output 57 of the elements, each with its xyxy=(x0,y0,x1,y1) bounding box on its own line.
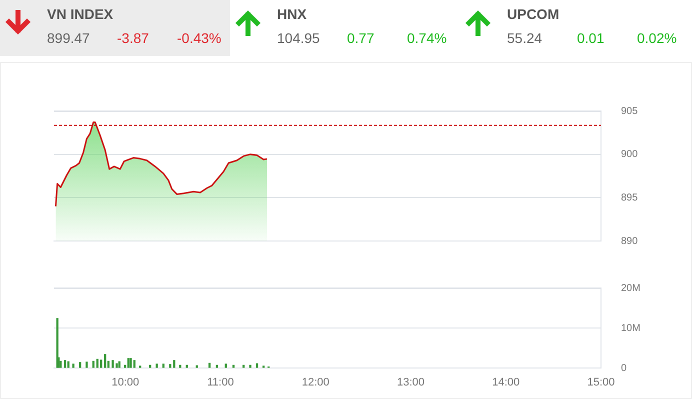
bar xyxy=(56,318,58,368)
bar xyxy=(96,358,98,368)
x-tick-label: 15:00 xyxy=(587,376,615,389)
x-tick-label: 12:00 xyxy=(302,376,330,389)
bar xyxy=(72,364,74,368)
bar xyxy=(104,354,106,368)
bar xyxy=(149,364,152,368)
bar xyxy=(64,360,66,368)
text: UPCOM xyxy=(507,6,560,22)
bar xyxy=(162,364,164,368)
bar xyxy=(118,361,120,368)
text: 0.74% xyxy=(407,30,447,46)
bar xyxy=(100,360,102,368)
y-tick-label: 890 xyxy=(621,236,638,247)
bar xyxy=(133,360,136,368)
y-tick-label: 895 xyxy=(621,192,638,204)
x-tick-label: 14:00 xyxy=(492,376,520,389)
bar xyxy=(242,364,245,368)
bar xyxy=(92,360,94,368)
text: 899.47 xyxy=(47,30,90,46)
bar xyxy=(127,358,130,368)
x-tick-label: 13:00 xyxy=(396,376,425,389)
y-tick-label: 0 xyxy=(621,362,627,374)
bar xyxy=(249,364,252,368)
bar xyxy=(179,364,182,368)
y-tick-label: 900 xyxy=(621,149,638,160)
text: -3.87 xyxy=(117,30,149,46)
y-tick-label: 20M xyxy=(621,282,640,294)
text: VN INDEX xyxy=(47,6,114,22)
bar xyxy=(130,358,132,368)
bar xyxy=(169,364,172,368)
bar xyxy=(173,360,176,368)
bar xyxy=(156,364,158,368)
text: 0.01 xyxy=(577,30,604,46)
bar xyxy=(216,364,218,368)
bar xyxy=(256,363,258,368)
y-tick-label: 10M xyxy=(621,322,640,334)
bar xyxy=(196,365,198,368)
bar xyxy=(224,364,227,368)
bar xyxy=(232,364,235,368)
bar xyxy=(186,364,188,368)
bar xyxy=(116,363,118,368)
text: 0.02% xyxy=(637,30,677,46)
y-tick-label: 905 xyxy=(621,106,638,117)
x-tick-label: 11:00 xyxy=(207,376,234,389)
bar xyxy=(67,361,70,368)
text: 0.77 xyxy=(347,30,374,46)
text: 104.95 xyxy=(277,30,320,46)
bar xyxy=(86,362,88,368)
bar xyxy=(208,362,211,368)
bar xyxy=(60,360,62,368)
text: 55.24 xyxy=(507,30,542,46)
text: -0.43% xyxy=(177,30,222,46)
bar xyxy=(78,362,82,368)
bar xyxy=(112,360,114,368)
x-tick-label: 10:00 xyxy=(112,376,140,389)
text: HNX xyxy=(277,6,307,22)
